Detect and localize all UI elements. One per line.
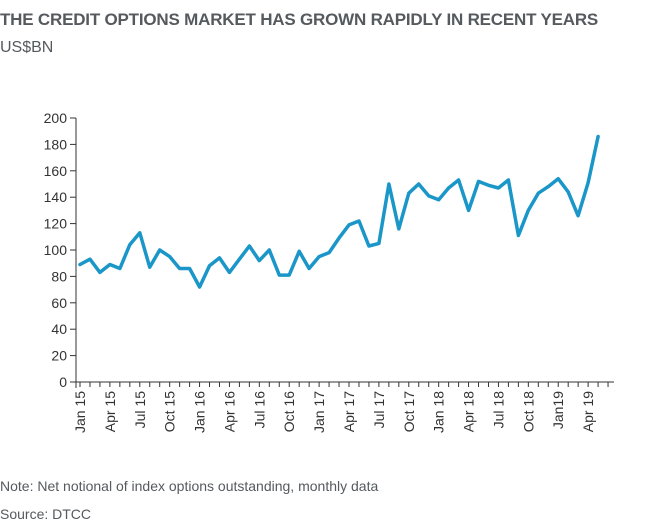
- x-tick-label: Jan 16: [192, 391, 208, 433]
- x-tick-label: Oct 16: [281, 391, 297, 432]
- y-tick-label: 60: [51, 295, 67, 311]
- x-tick-label: Jan19: [550, 391, 566, 429]
- x-tick-label: Jul 15: [132, 391, 148, 429]
- x-tick-label: Apr 18: [461, 391, 477, 432]
- x-tick-label: Jan 18: [431, 391, 447, 433]
- series-line: [78, 134, 600, 289]
- y-tick-label: 120: [44, 216, 68, 232]
- x-tick-label: Apr 19: [580, 391, 596, 432]
- x-tick-label: Apr 15: [102, 391, 118, 432]
- y-axis: 0 20 40 60 80 100 120 140 160 180 200: [44, 110, 77, 390]
- y-tick-label: 40: [51, 321, 67, 337]
- y-tick-label: 200: [44, 110, 68, 126]
- chart-source: Source: DTCC: [0, 506, 92, 522]
- x-tick-label: Oct 17: [401, 391, 417, 432]
- x-tick-label: Jul 18: [490, 391, 506, 429]
- x-tick-label: Jul 16: [251, 391, 267, 429]
- x-tick-label: Apr 17: [341, 391, 357, 432]
- x-tick-label: Jul 17: [371, 391, 387, 429]
- x-tick-label: Oct 15: [162, 391, 178, 432]
- y-tick-label: 140: [44, 189, 68, 205]
- y-tick-label: 20: [51, 348, 67, 364]
- x-tick-label: Jan 17: [311, 391, 327, 433]
- chart-note: Note: Net notional of index options outs…: [0, 478, 379, 494]
- chart-title: THE CREDIT OPTIONS MARKET HAS GROWN RAPI…: [0, 10, 599, 29]
- y-tick-label: 0: [59, 374, 67, 390]
- x-tick-label: Apr 16: [221, 391, 237, 432]
- chart-subtitle: US$BN: [0, 39, 54, 56]
- y-tick-label: 160: [44, 163, 68, 179]
- line-chart: 0 20 40 60 80 100 120 140 160 180 200 Jan 15 Apr 15…: [44, 110, 614, 433]
- y-tick-label: 80: [51, 268, 67, 284]
- y-tick-label: 100: [44, 242, 68, 258]
- x-tick-label: Jan 15: [72, 391, 88, 433]
- y-tick-label: 180: [44, 136, 68, 152]
- x-axis: Jan 15 Apr 15 Jul 15 Oct 15 Jan 16 Apr 16 Jul …: [72, 381, 614, 433]
- series-layer: [78, 134, 600, 289]
- x-tick-label: Oct 18: [520, 391, 536, 432]
